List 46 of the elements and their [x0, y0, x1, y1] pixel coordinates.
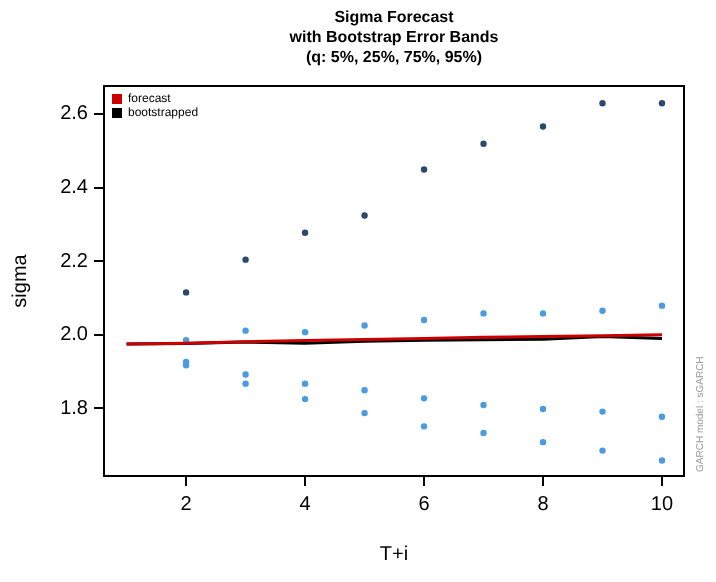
point [658, 302, 666, 309]
point [301, 380, 309, 387]
y-tick-label: 1.8 [60, 397, 89, 420]
point [242, 327, 249, 334]
point [599, 307, 606, 314]
point [539, 310, 547, 317]
x-tick-label: 10 [650, 493, 674, 516]
point [361, 212, 368, 219]
point [539, 123, 547, 130]
point [420, 395, 428, 402]
point [420, 316, 428, 324]
point [480, 140, 487, 147]
x-tick-label: 4 [299, 493, 312, 516]
point [301, 229, 309, 236]
point [361, 322, 368, 329]
point [480, 310, 487, 317]
point [480, 401, 487, 409]
point [182, 289, 190, 296]
point [301, 328, 309, 336]
point [420, 423, 428, 430]
point [242, 380, 249, 387]
y-tick-label: 2.6 [60, 103, 89, 126]
y-tick-label: 2.4 [60, 177, 89, 200]
y-tick-label: 2.2 [60, 250, 89, 273]
point [420, 166, 428, 173]
y-tick-label: 2.0 [60, 324, 89, 347]
point [301, 395, 309, 403]
point [658, 413, 666, 420]
point [539, 405, 547, 413]
point [658, 100, 666, 107]
x-tick-label: 2 [180, 493, 193, 516]
point [599, 408, 606, 415]
y-axis-title: sigma [9, 253, 32, 308]
point [361, 387, 368, 394]
point [242, 371, 249, 378]
chart-title: Sigma Forecast with Bootstrap Error Bands (q: 5%, 25%, 75%, 95%) [287, 8, 500, 67]
x-tick-label: 8 [537, 493, 550, 516]
x-axis-title: T+i [379, 543, 409, 566]
x-tick-label: 6 [418, 493, 431, 516]
point [242, 256, 249, 263]
point [658, 457, 666, 464]
point [361, 409, 368, 417]
point [539, 438, 547, 446]
point [480, 429, 487, 437]
point [599, 100, 606, 107]
point [599, 447, 606, 454]
